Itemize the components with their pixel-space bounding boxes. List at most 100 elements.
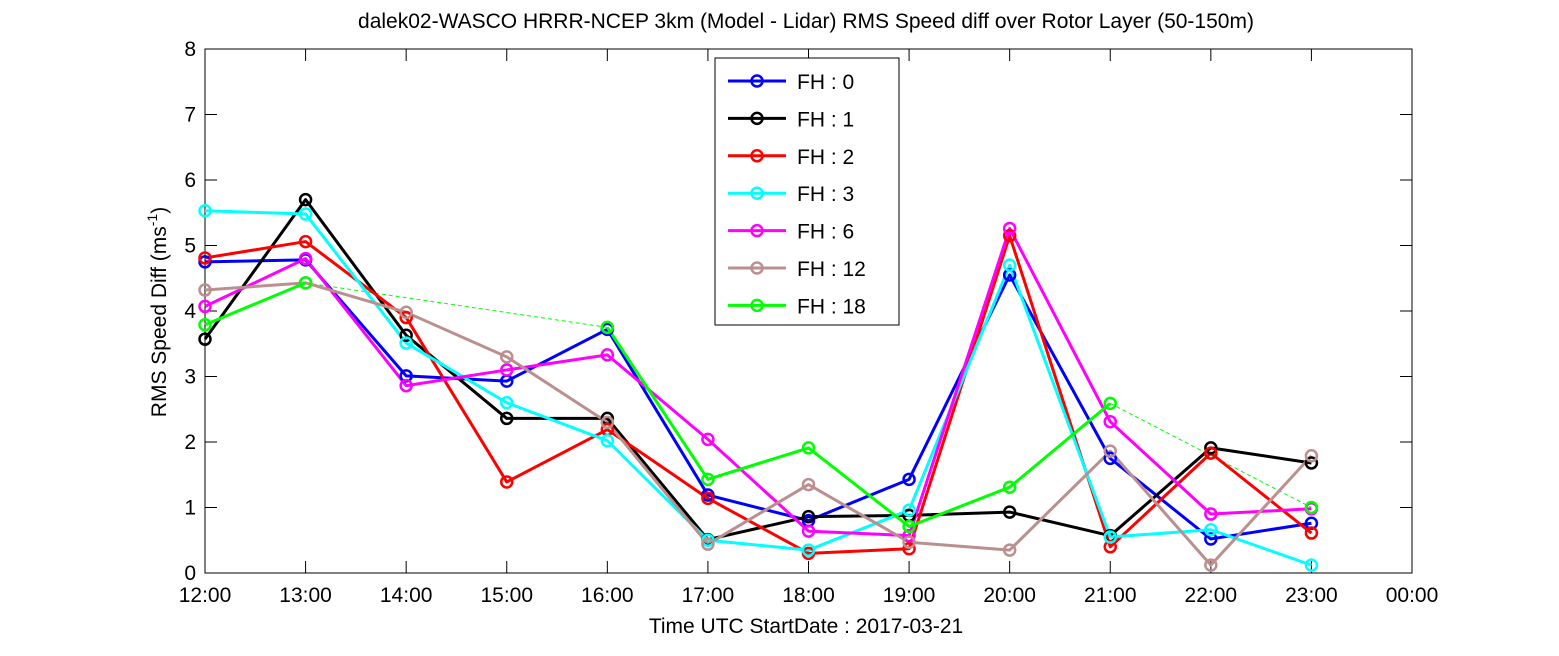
legend-marker-fh-3 — [750, 186, 764, 200]
data-point-fh-1 — [1002, 505, 1017, 519]
legend-marker-fh-6 — [750, 223, 764, 238]
legend-label-fh-2: FH : 2 — [797, 146, 854, 169]
y-tick-label: 1 — [184, 497, 196, 520]
y-tick-label: 0 — [184, 562, 196, 585]
data-point-fh-1 — [801, 509, 816, 524]
y-tick-label: 7 — [184, 104, 196, 127]
x-tick-label: 17:00 — [682, 584, 735, 607]
data-point-fh-18 — [1002, 480, 1017, 494]
data-point-fh-2 — [1002, 228, 1017, 243]
x-tick-label: 19:00 — [883, 584, 936, 607]
legend-box — [714, 57, 900, 326]
legend-marker-fh-0 — [750, 74, 764, 88]
x-tick-label: 21:00 — [1084, 584, 1137, 607]
x-tick-label: 15:00 — [480, 584, 533, 607]
series-line-fh-6 — [204, 226, 1312, 538]
data-point-fh-12 — [500, 350, 514, 364]
data-point-fh-3 — [399, 336, 413, 350]
legend-marker-fh-12 — [750, 261, 764, 275]
data-point-fh-6 — [298, 251, 313, 266]
data-point-fh-18 — [701, 472, 715, 487]
data-point-fh-6 — [1204, 507, 1218, 521]
data-point-fh-6 — [701, 432, 715, 447]
data-point-fh-3 — [1204, 523, 1218, 537]
x-tick-label: 00:00 — [1386, 584, 1439, 607]
data-point-fh-12 — [1204, 558, 1218, 572]
y-axis-label-superscript: -1 — [144, 214, 160, 227]
data-point-fh-6 — [902, 528, 916, 543]
y-tick-label: 4 — [184, 300, 196, 323]
y-tick-label: 2 — [184, 431, 196, 454]
y-axis-label: RMS Speed Diff (ms-1) — [144, 207, 171, 417]
data-point-fh-6 — [500, 363, 514, 377]
legend-label-fh-0: FH : 0 — [797, 71, 854, 94]
series-lines — [203, 198, 1313, 567]
series-markers — [198, 192, 1319, 572]
series-line-fh-1 — [203, 198, 1312, 542]
data-point-fh-3 — [1103, 530, 1117, 544]
data-point-fh-12 — [600, 415, 615, 430]
data-point-fh-3 — [600, 433, 615, 448]
data-point-fh-6 — [1103, 414, 1117, 429]
data-point-fh-12 — [801, 477, 816, 492]
series-line-fh-3 — [204, 209, 1312, 567]
legend-label-fh-3: FH : 3 — [797, 183, 854, 206]
x-tick-label: 12:00 — [179, 584, 232, 607]
data-point-fh-12 — [701, 537, 715, 551]
x-tick-label: 13:00 — [279, 584, 332, 607]
gap-bridge-line — [1110, 402, 1312, 508]
data-point-fh-6 — [801, 524, 816, 538]
legend-marker-fh-2 — [750, 149, 764, 163]
data-point-fh-18 — [198, 318, 212, 332]
y-tick-label: 6 — [184, 169, 196, 192]
legend-entries: FH : 0 FH : 1 FH : 2 FH : 3 FH : 6 FH : 12 FH … — [728, 71, 866, 318]
x-tick-label: 16:00 — [581, 584, 634, 607]
y-axis-label-main: RMS Speed Diff (ms — [148, 226, 171, 417]
data-point-fh-2 — [701, 491, 715, 506]
data-point-fh-1 — [198, 332, 212, 346]
data-point-fh-2 — [1304, 526, 1319, 540]
data-point-fh-6 — [600, 348, 615, 362]
series-line-fh-12 — [204, 281, 1313, 567]
data-point-fh-12 — [399, 305, 413, 320]
data-point-fh-3 — [500, 395, 514, 410]
series-line-fh-18 — [606, 326, 1112, 528]
data-point-fh-12 — [902, 535, 916, 549]
data-point-fh-6 — [198, 299, 212, 314]
y-tick-label: 3 — [184, 366, 196, 389]
data-point-fh-0 — [1103, 451, 1117, 466]
data-point-fh-2 — [500, 475, 514, 489]
data-point-fh-3 — [298, 207, 313, 221]
x-tick-label: 22:00 — [1185, 584, 1238, 607]
chart-title: dalek02-WASCO HRRR-NCEP 3km (Model - Lid… — [358, 10, 1254, 33]
data-point-fh-3 — [801, 543, 816, 557]
data-point-fh-1 — [1204, 441, 1218, 455]
data-point-fh-18 — [298, 276, 313, 290]
legend: FH : 0 FH : 1 FH : 2 FH : 3 FH : 6 FH : 12 FH … — [714, 57, 900, 326]
x-axis-label: Time UTC StartDate : 2017-03-21 — [649, 615, 963, 638]
y-tick-label: 5 — [184, 235, 196, 258]
y-tick-label: 8 — [184, 38, 196, 61]
data-point-fh-12 — [198, 283, 212, 297]
data-point-fh-1 — [399, 328, 413, 342]
data-point-fh-3 — [198, 204, 212, 218]
data-point-fh-18 — [1304, 500, 1319, 515]
data-point-fh-3 — [902, 503, 916, 517]
legend-marker-fh-1 — [750, 111, 764, 126]
series-line-fh-2 — [204, 234, 1313, 555]
x-tick-labels: 12:00 13:00 14:00 15:00 16:00 17:00 18:00 19:00… — [179, 584, 1439, 607]
data-point-fh-6 — [399, 378, 413, 393]
data-point-fh-18 — [902, 519, 916, 534]
x-tick-label: 18:00 — [782, 584, 835, 607]
data-point-fh-2 — [399, 310, 413, 325]
x-tick-label: 14:00 — [380, 584, 433, 607]
data-point-fh-2 — [902, 542, 916, 556]
data-point-fh-1 — [298, 192, 313, 207]
gap-bridge-lines — [305, 282, 1312, 508]
data-point-fh-2 — [198, 251, 212, 265]
data-point-fh-3 — [701, 533, 715, 547]
data-point-fh-12 — [1103, 444, 1117, 458]
data-point-fh-0 — [902, 472, 916, 487]
data-point-fh-18 — [1103, 396, 1117, 411]
